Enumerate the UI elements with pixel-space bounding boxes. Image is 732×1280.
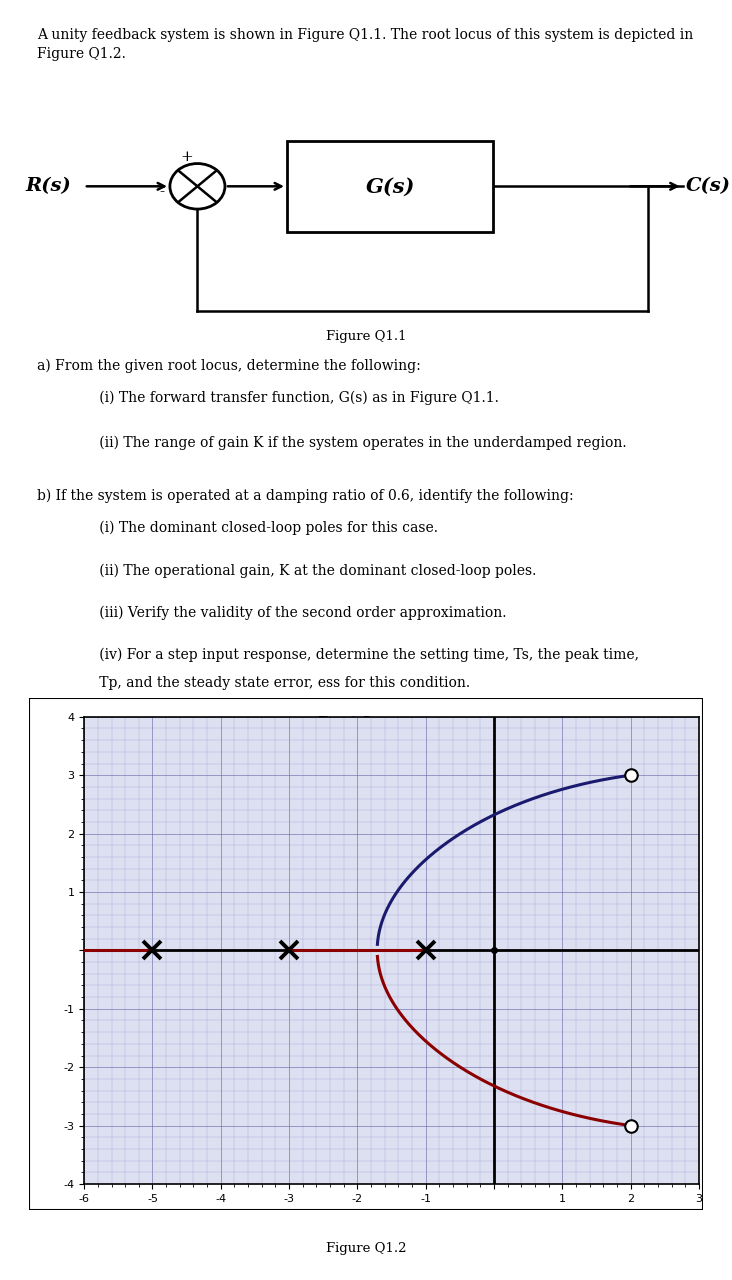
Text: b) If the system is operated at a damping ratio of 0.6, identify the following:: b) If the system is operated at a dampin… — [37, 489, 573, 503]
Text: (i) The forward transfer function, G(s) as in Figure Q1.1.: (i) The forward transfer function, G(s) … — [73, 390, 499, 404]
Text: Root Locus: Root Locus — [318, 716, 414, 730]
FancyBboxPatch shape — [287, 141, 493, 232]
Text: (ii) The operational gain, K at the dominant closed-loop poles.: (ii) The operational gain, K at the domi… — [73, 563, 537, 577]
Text: -: - — [159, 186, 164, 198]
Text: +: + — [181, 150, 193, 164]
Text: Figure Q1.1: Figure Q1.1 — [326, 330, 406, 343]
Text: Tp, and the steady state error, ess for this condition.: Tp, and the steady state error, ess for … — [73, 676, 471, 690]
Text: C(s): C(s) — [686, 178, 731, 196]
Text: (i) The dominant closed-loop poles for this case.: (i) The dominant closed-loop poles for t… — [73, 521, 438, 535]
Text: a) From the given root locus, determine the following:: a) From the given root locus, determine … — [37, 358, 420, 372]
Text: (iv) For a step input response, determine the setting time, Ts, the peak time,: (iv) For a step input response, determin… — [73, 648, 639, 662]
Text: (ii) The range of gain K if the system operates in the underdamped region.: (ii) The range of gain K if the system o… — [73, 435, 627, 449]
Text: Figure Q1.2.: Figure Q1.2. — [37, 47, 125, 61]
Text: Figure Q1.2: Figure Q1.2 — [326, 1242, 406, 1254]
Text: (iii) Verify the validity of the second order approximation.: (iii) Verify the validity of the second … — [73, 605, 507, 620]
Text: R(s): R(s) — [26, 178, 71, 196]
Text: A unity feedback system is shown in Figure Q1.1. The root locus of this system i: A unity feedback system is shown in Figu… — [37, 28, 693, 42]
FancyBboxPatch shape — [29, 698, 703, 1210]
Text: G(s): G(s) — [365, 177, 415, 196]
